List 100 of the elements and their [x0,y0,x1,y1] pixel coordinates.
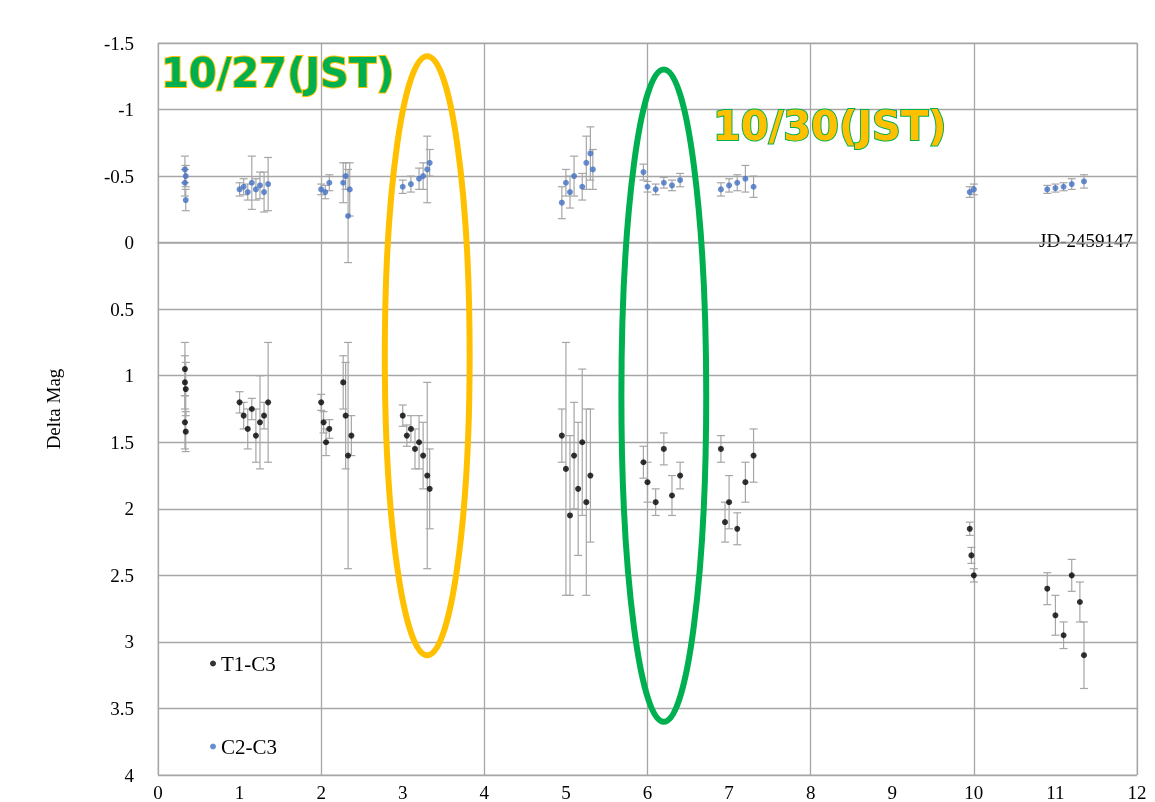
point [248,179,255,186]
point [320,419,327,426]
point [668,492,675,499]
point [579,439,586,446]
annotation: 10/27(JST) [161,50,395,96]
point [407,425,414,432]
y-tick-label: 3.5 [110,697,134,719]
point [717,186,724,193]
point [424,472,431,479]
x-tick-label: 9 [887,782,897,802]
point [261,412,268,419]
y-tick-label: 3 [124,631,134,653]
point [966,525,973,532]
x-tick-label: 1 [234,782,245,802]
point [342,412,349,419]
point [1068,572,1075,579]
point [403,432,410,439]
point [660,445,667,452]
point [644,479,651,486]
x-tick-label: 7 [724,782,734,802]
point [265,399,272,406]
point [558,432,565,439]
point [426,485,433,492]
y-tick-label: -1 [118,99,134,121]
annotation: 10/30(JST) [713,103,947,149]
y-tick-label: -1.5 [103,32,134,54]
point [318,399,325,406]
point [407,181,414,188]
x-tick-label: 3 [398,782,408,802]
y-tick-label: 2.5 [110,564,134,586]
point [244,425,251,432]
point [244,189,251,196]
point [1076,598,1083,605]
point [342,173,349,180]
point [256,182,263,189]
x-tick-label: 6 [642,782,653,802]
point [640,169,647,176]
point [248,406,255,412]
point [399,183,406,190]
point [589,166,596,173]
x-tick-label: 0 [153,782,163,802]
x-axis-title: JD-2459147 [1039,229,1134,251]
point [583,499,590,506]
y-tick-label: 0.5 [110,298,134,320]
point [579,183,586,190]
point [640,459,647,466]
y-tick-label: 2 [124,498,134,520]
point [261,189,268,196]
point [734,525,741,532]
point [571,173,578,180]
point [426,159,433,166]
point [236,399,243,406]
x-tick-label: 2 [316,782,326,802]
point [399,412,406,419]
y-tick-label: 1.5 [110,431,134,453]
y-tick-label: -0.5 [103,165,134,187]
point [181,419,188,426]
point [567,189,573,196]
point [345,452,352,459]
point [265,181,272,188]
y-tick-label: 1 [124,365,134,387]
x-tick-label: 8 [805,782,816,802]
point [587,472,594,479]
point [240,412,247,419]
point [717,445,724,452]
point [340,379,347,386]
point [558,199,565,206]
legend-label: C2-C3 [221,734,278,759]
point [1060,632,1067,639]
point [420,173,427,180]
point [411,445,418,452]
x-tick-label: 10 [964,782,984,802]
point [182,197,189,204]
point [562,465,569,472]
point [970,572,977,579]
point [750,452,757,459]
point [323,439,330,446]
x-tick-label: 5 [561,782,571,802]
point [742,479,749,486]
point [677,472,684,479]
point [256,419,263,426]
point [734,179,741,186]
point [346,186,353,193]
point [420,452,427,459]
point [182,173,189,180]
x-tick-label: 12 [1127,782,1147,802]
point [181,366,188,373]
y-axis-title: Delta Mag [43,368,64,450]
point [1080,178,1087,185]
point [240,183,247,190]
point [583,159,590,166]
x-tick-label: 11 [1046,782,1065,802]
point [571,452,578,459]
point [424,166,431,173]
point [322,189,329,196]
point [968,552,975,559]
point [252,432,259,439]
point [182,386,189,393]
legend-label: T1-C3 [221,651,276,676]
point [340,179,347,186]
